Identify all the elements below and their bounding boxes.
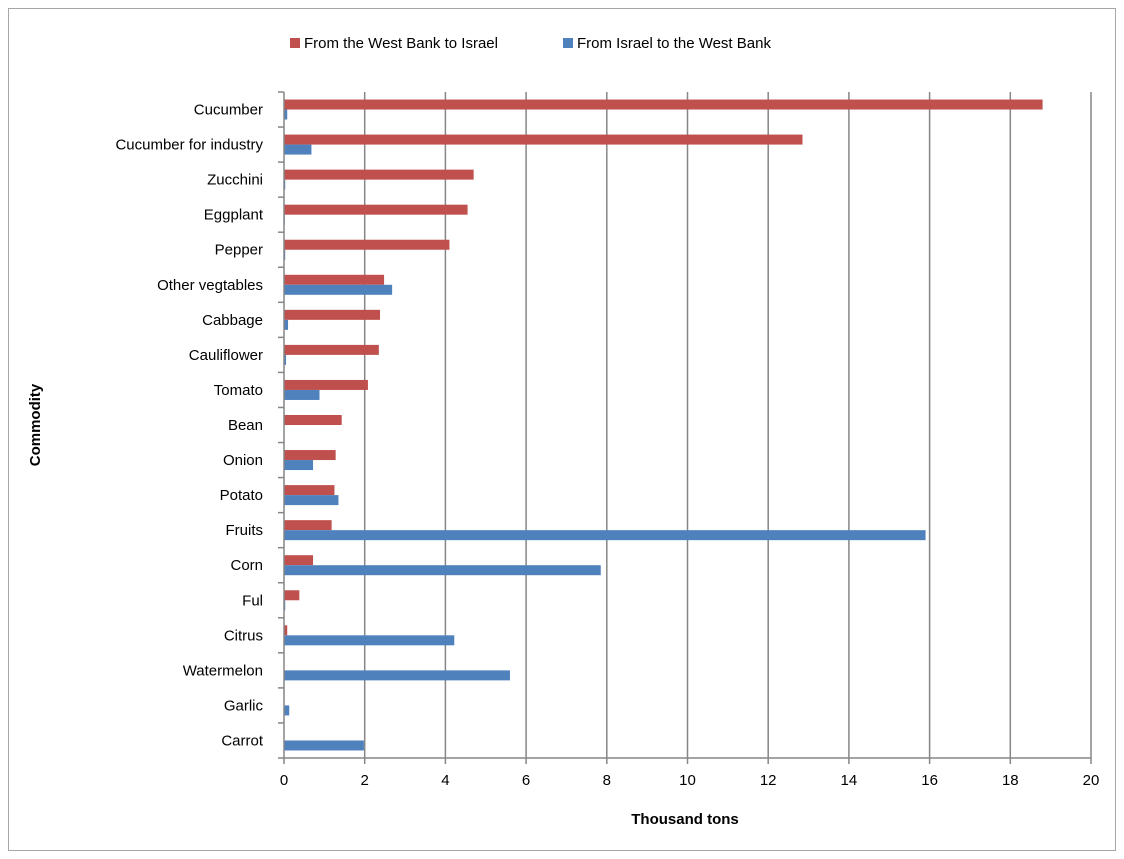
legend-label-west-bank-to-israel: From the West Bank to Israel xyxy=(304,35,498,52)
legend-label-israel-to-west-bank: From Israel to the West Bank xyxy=(577,35,771,52)
chart-frame xyxy=(8,8,1116,851)
bar-wb-to-il-tomato xyxy=(284,379,368,390)
category-label-fruits: Fruits xyxy=(226,522,264,539)
category-label-carrot: Carrot xyxy=(221,732,264,749)
category-label-corn: Corn xyxy=(230,557,263,574)
bar-wb-to-il-citrus xyxy=(284,625,288,636)
category-label-other-vegtables: Other vegtables xyxy=(157,277,263,294)
bar-il-to-wb-carrot xyxy=(284,740,364,751)
x-tick-label-12: 12 xyxy=(760,772,777,789)
axes xyxy=(278,91,1092,764)
bar-il-to-wb-potato xyxy=(284,495,339,506)
x-tick-label-10: 10 xyxy=(679,772,696,789)
bar-wb-to-il-potato xyxy=(284,485,335,496)
bar-wb-to-il-bean xyxy=(284,415,342,425)
bar-il-to-wb-cabbage xyxy=(284,319,289,330)
legend-swatch-israel-to-west-bank xyxy=(563,38,573,48)
gridlines xyxy=(363,92,1092,758)
x-tick-label-20: 20 xyxy=(1083,772,1100,789)
bar-wb-to-il-other-vegtables xyxy=(284,274,385,285)
x-tick-label-6: 6 xyxy=(522,772,530,789)
bar-il-to-wb-fruits xyxy=(284,530,926,541)
x-tick-label-18: 18 xyxy=(1002,772,1019,789)
y-axis-title: Commodity xyxy=(27,383,44,466)
category-label-cucumber: Cucumber xyxy=(194,102,263,119)
category-label-onion: Onion xyxy=(223,452,263,469)
bar-wb-to-il-corn xyxy=(284,555,314,566)
category-label-ful: Ful xyxy=(242,592,263,609)
x-tick-labels: 0 2 4 6 8 10 12 14 16 18 20 xyxy=(280,772,1100,789)
bar-wb-to-il-pepper xyxy=(284,239,450,250)
x-tick-label-8: 8 xyxy=(603,772,611,789)
category-label-citrus: Citrus xyxy=(224,627,263,644)
bar-wb-to-il-eggplant xyxy=(284,204,468,215)
bars xyxy=(284,99,1043,751)
category-label-cucumber-for-industry: Cucumber for industry xyxy=(115,137,263,154)
bar-il-to-wb-cucumber xyxy=(284,109,288,120)
bar-wb-to-il-ful xyxy=(284,590,300,601)
legend: From the West Bank to Israel From Israel… xyxy=(290,35,771,52)
legend-swatch-west-bank-to-israel xyxy=(290,38,300,48)
x-tick-label-14: 14 xyxy=(841,772,858,789)
x-tick-label-2: 2 xyxy=(361,772,369,789)
bar-wb-to-il-cucumber-for-industry xyxy=(284,134,803,145)
bar-wb-to-il-cucumber xyxy=(284,99,1043,110)
bar-il-to-wb-other-vegtables xyxy=(284,284,393,295)
category-label-eggplant: Eggplant xyxy=(204,207,264,224)
category-label-pepper: Pepper xyxy=(215,242,263,259)
bar-il-to-wb-watermelon xyxy=(284,670,510,681)
x-tick-label-0: 0 xyxy=(280,772,288,789)
category-label-tomato: Tomato xyxy=(214,382,263,399)
category-label-cabbage: Cabbage xyxy=(202,312,263,329)
bar-il-to-wb-onion xyxy=(284,460,314,471)
bar-wb-to-il-fruits xyxy=(284,520,332,531)
category-labels: Cucumber Cucumber for industry Zucchini Egg… xyxy=(115,102,263,750)
bar-il-to-wb-cucumber-for-industry xyxy=(284,144,312,155)
bar-il-to-wb-garlic xyxy=(284,705,290,716)
bar-wb-to-il-cabbage xyxy=(284,309,381,320)
category-label-garlic: Garlic xyxy=(224,697,264,714)
category-label-potato: Potato xyxy=(220,487,263,504)
bar-wb-to-il-onion xyxy=(284,450,336,461)
category-label-zucchini: Zucchini xyxy=(207,172,263,189)
bar-il-to-wb-cauliflower xyxy=(284,354,287,365)
bar-wb-to-il-cauliflower xyxy=(284,344,379,355)
x-tick-label-16: 16 xyxy=(921,772,938,789)
x-axis-title: Thousand tons xyxy=(631,811,739,828)
bar-il-to-wb-corn xyxy=(284,565,601,576)
bar-wb-to-il-zucchini xyxy=(284,169,474,180)
bar-il-to-wb-citrus xyxy=(284,635,455,646)
category-label-watermelon: Watermelon xyxy=(183,662,263,679)
x-tick-label-4: 4 xyxy=(441,772,449,789)
bar-il-to-wb-tomato xyxy=(284,389,320,400)
category-label-bean: Bean xyxy=(228,417,263,434)
category-label-cauliflower: Cauliflower xyxy=(189,347,263,364)
